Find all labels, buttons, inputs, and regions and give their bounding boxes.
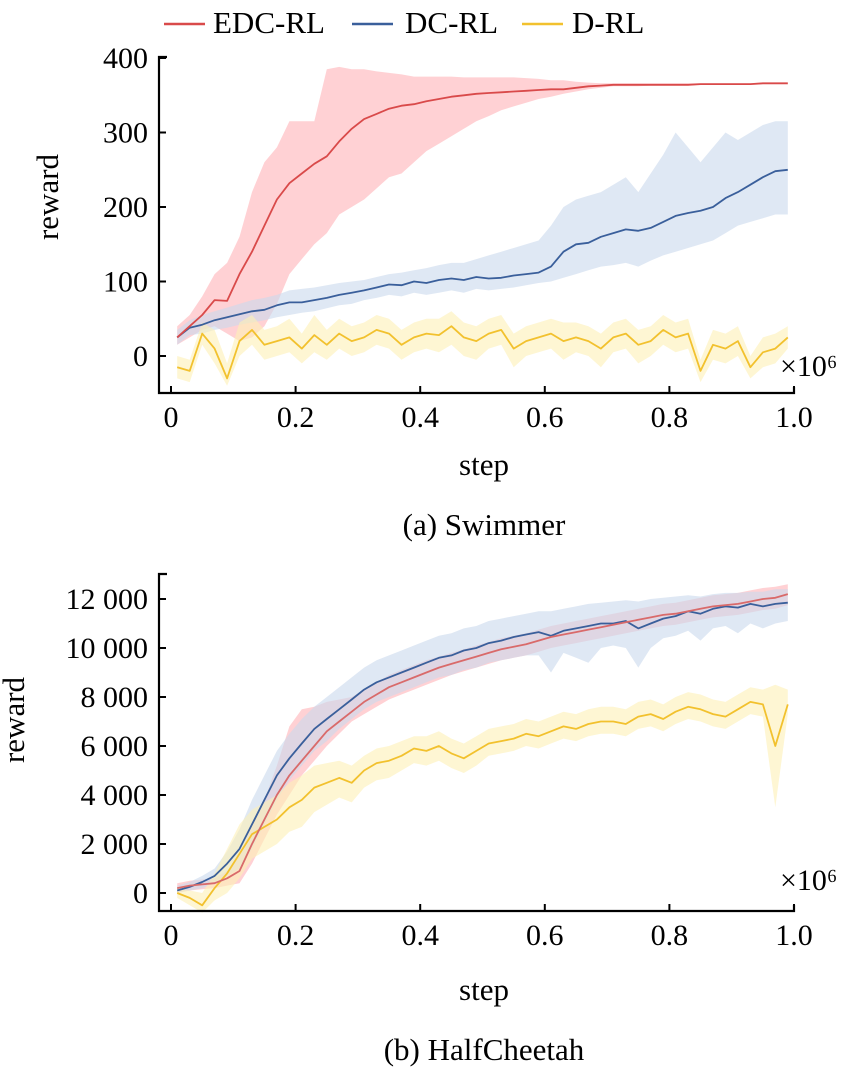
y-tick-label: 100 [103,266,148,299]
x-tick-labels: 0 0.2 0.4 0.6 0.8 1.0 [164,401,813,434]
legend-label-d-rl: D-RL [572,5,644,40]
series-line-edc-rl [177,593,789,889]
legend-item-edc-rl: EDC-RL [164,5,325,40]
series-line-edc-rl [176,82,788,339]
x-tick-label: 0 [164,919,179,952]
y-tick-label: 8 000 [81,681,149,714]
y-tick-labels: 0 2 000 4 000 6 000 8 000 10 000 12 000 [66,583,149,910]
x-tick-label: 0.8 [651,401,689,434]
y-tick-label: 10 000 [66,632,149,665]
y-tick-label: 400 [103,42,148,75]
series-line-d-rl [176,701,789,907]
x-multiplier: ×10⁶ [780,864,837,897]
y-tick-label: 200 [103,191,148,224]
x-tick-labels: 0 0.2 0.4 0.6 0.8 1.0 [164,919,813,952]
chart-caption: (a) Swimmer [403,507,566,542]
series-lines [176,593,789,907]
x-tick-label: 0.8 [651,919,689,952]
legend: EDC-RL DC-RL D-RL [164,5,644,40]
y-tick-label: 12 000 [66,583,149,616]
y-tick-labels: 0 100 200 300 400 [103,42,148,373]
y-tick-label: 4 000 [81,779,149,812]
legend-label-edc-rl: EDC-RL [213,5,325,40]
x-tick-label: 0.2 [277,919,315,952]
confidence-bands [177,584,788,913]
y-tick-label: 2 000 [81,828,149,861]
band-dc-rl [177,121,788,345]
chart-swimmer: 0 100 200 300 400 0 0.2 0.4 0.6 0.8 1.0 reward st… [30,42,837,542]
y-tick-label: 6 000 [81,730,149,763]
x-tick-label: 0.6 [526,919,564,952]
y-axis-title: reward [0,676,31,763]
x-axis-title: step [459,972,509,1007]
x-tick-label: 1.0 [775,401,813,434]
legend-item-d-rl: D-RL [522,5,644,40]
y-axis-title: reward [30,153,65,240]
x-tick-label: 0.2 [277,401,315,434]
confidence-bands [177,66,788,386]
series-lines [176,82,789,380]
y-tick-label: 0 [133,877,148,910]
band-edc-rl [177,66,788,345]
x-multiplier: ×10⁶ [780,350,837,383]
chart-caption: (b) HalfCheetah [384,1032,585,1067]
legend-item-dc-rl: DC-RL [352,5,498,40]
band-d-rl [177,311,788,386]
x-tick-label: 1.0 [775,919,813,952]
band-d-rl [177,684,788,913]
x-tick-label: 0.4 [401,401,439,434]
series-line-dc-rl [176,168,788,339]
x-axis-title: step [459,447,509,482]
axes [157,55,796,395]
y-tick-label: 0 [133,340,148,373]
chart-halfcheetah: 0 2 000 4 000 6 000 8 000 10 000 12 000 0 0.2 0.… [0,572,837,1067]
legend-label-dc-rl: DC-RL [405,5,498,40]
axes [157,572,796,913]
x-tick-label: 0.6 [526,401,564,434]
x-tick-label: 0.4 [401,919,439,952]
x-tick-label: 0 [164,401,179,434]
series-line-d-rl [176,325,789,380]
y-tick-label: 300 [103,117,148,150]
